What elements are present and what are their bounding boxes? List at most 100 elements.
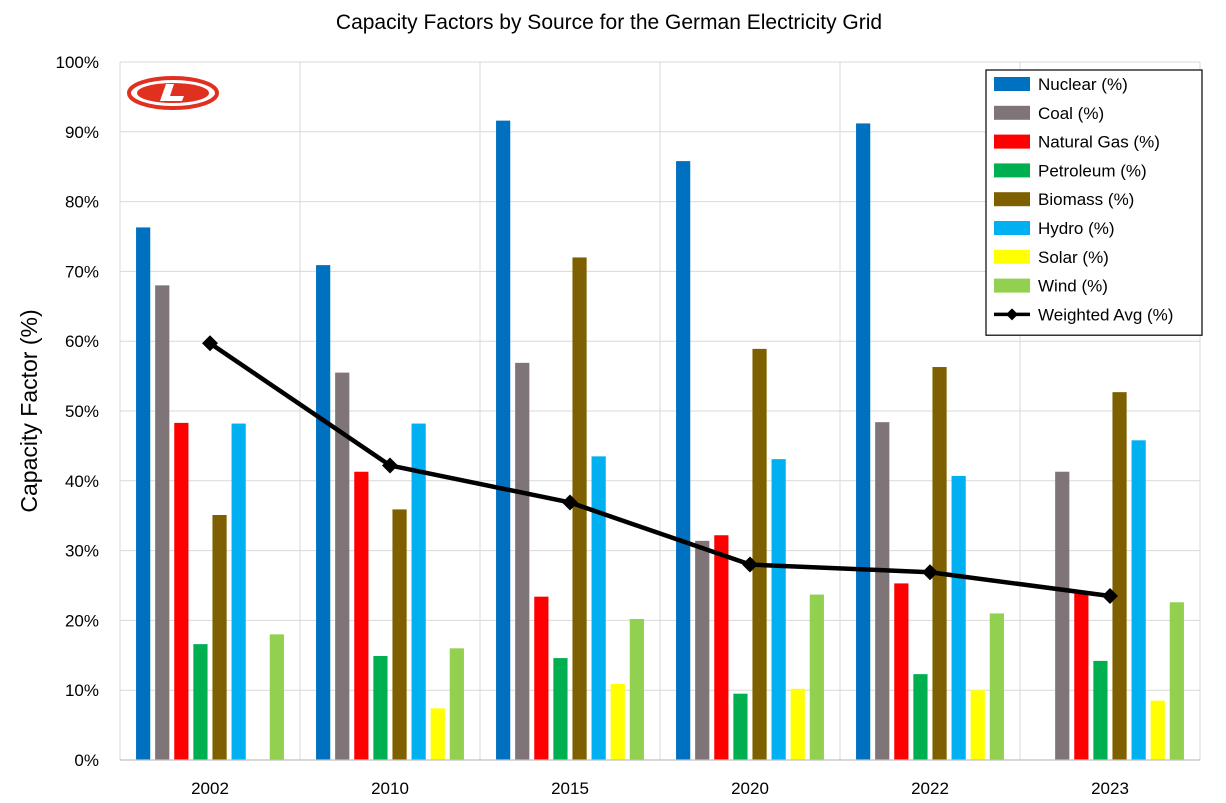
bar bbox=[136, 227, 151, 760]
bar bbox=[733, 693, 748, 760]
bar bbox=[875, 422, 890, 760]
line-layer bbox=[202, 335, 1118, 604]
bars-layer bbox=[136, 120, 1184, 761]
bar bbox=[989, 613, 1004, 760]
legend-label: Solar (%) bbox=[1038, 248, 1109, 267]
legend-swatch bbox=[994, 105, 1030, 120]
weighted-avg-point bbox=[742, 556, 758, 573]
bar bbox=[231, 423, 246, 760]
bar bbox=[269, 634, 284, 760]
legend-swatch bbox=[994, 192, 1030, 207]
weighted-avg-point bbox=[202, 335, 218, 352]
bar bbox=[1169, 602, 1184, 760]
x-tick-label: 2020 bbox=[731, 779, 769, 798]
bar bbox=[515, 362, 530, 760]
legend-label: Biomass (%) bbox=[1038, 190, 1134, 209]
bar bbox=[534, 596, 549, 760]
bar bbox=[591, 456, 606, 760]
weighted-avg-point bbox=[1102, 587, 1118, 604]
x-tick-label: 2015 bbox=[551, 779, 589, 798]
bar bbox=[553, 658, 568, 760]
bar bbox=[430, 708, 445, 760]
bar bbox=[373, 655, 388, 760]
bar bbox=[1150, 700, 1165, 760]
weighted-avg-point bbox=[562, 494, 578, 511]
legend: Nuclear (%) Coal (%) Natural Gas (%) Petrol… bbox=[985, 69, 1203, 336]
y-tick-label: 100% bbox=[56, 53, 99, 72]
logo-fill-icon bbox=[137, 83, 209, 103]
legend-swatch bbox=[994, 278, 1030, 293]
x-tick-label: 2022 bbox=[911, 779, 949, 798]
bar bbox=[572, 257, 587, 760]
bar bbox=[790, 688, 805, 760]
x-tick-label: 2010 bbox=[371, 779, 409, 798]
bar bbox=[809, 594, 824, 760]
logo bbox=[127, 76, 219, 110]
weighted-avg-line bbox=[208, 341, 1111, 599]
bar bbox=[676, 161, 691, 761]
bar bbox=[1131, 440, 1146, 760]
bar bbox=[932, 367, 947, 760]
logo-letter-icon bbox=[160, 84, 184, 101]
y-tick-label: 90% bbox=[65, 123, 99, 142]
y-tick-label: 60% bbox=[65, 332, 99, 351]
bar bbox=[411, 423, 426, 760]
bar bbox=[1074, 593, 1089, 760]
legend-label: Nuclear (%) bbox=[1038, 75, 1128, 94]
bar bbox=[354, 471, 369, 760]
bar bbox=[714, 535, 729, 760]
legend-swatch bbox=[994, 249, 1030, 264]
y-tick-label: 80% bbox=[65, 193, 99, 212]
bar bbox=[752, 348, 767, 760]
weighted-avg-point bbox=[382, 457, 398, 474]
bar bbox=[193, 644, 208, 760]
x-tick-label: 2002 bbox=[191, 779, 229, 798]
legend-marker bbox=[1006, 308, 1018, 321]
bar bbox=[951, 475, 966, 760]
bar bbox=[155, 285, 170, 760]
bar bbox=[392, 509, 407, 760]
legend-swatch bbox=[994, 134, 1030, 149]
legend-label: Wind (%) bbox=[1038, 277, 1108, 296]
bar bbox=[894, 583, 909, 760]
weighted-avg-point bbox=[922, 564, 938, 581]
chart-title: Capacity Factors by Source for the Germa… bbox=[336, 11, 882, 34]
bar bbox=[695, 540, 710, 760]
bar bbox=[449, 648, 464, 760]
bar bbox=[1093, 660, 1108, 760]
bar bbox=[174, 422, 189, 760]
y-tick-label: 70% bbox=[65, 262, 99, 281]
legend-swatch bbox=[994, 163, 1030, 178]
bar bbox=[970, 690, 985, 760]
x-tick-label: 2023 bbox=[1091, 779, 1129, 798]
bar bbox=[771, 459, 786, 760]
bar bbox=[913, 674, 928, 760]
bar bbox=[1112, 392, 1127, 760]
y-axis-title: Capacity Factor (%) bbox=[16, 309, 42, 512]
axis-layer: 0% 10% 20% 30% 40% 50% 60% 70% 80% 90% 100% 2002 201… bbox=[56, 53, 1200, 798]
bar bbox=[496, 120, 511, 760]
bar bbox=[212, 515, 227, 760]
legend-label: Coal (%) bbox=[1038, 104, 1104, 123]
bar bbox=[610, 683, 625, 760]
legend-swatch bbox=[994, 221, 1030, 235]
legend-label: Weighted Avg (%) bbox=[1038, 305, 1173, 324]
legend-label: Hydro (%) bbox=[1038, 219, 1115, 238]
legend-label: Petroleum (%) bbox=[1038, 161, 1147, 180]
y-tick-label: 0% bbox=[74, 751, 99, 770]
y-tick-label: 10% bbox=[65, 681, 99, 700]
bar bbox=[335, 372, 350, 760]
legend-swatch bbox=[994, 77, 1030, 91]
bar bbox=[856, 123, 871, 760]
bar bbox=[629, 619, 644, 760]
y-tick-label: 50% bbox=[65, 402, 99, 421]
y-tick-label: 20% bbox=[65, 611, 99, 630]
y-tick-label: 30% bbox=[65, 542, 99, 561]
grid-layer bbox=[119, 61, 1201, 761]
bar bbox=[1055, 471, 1070, 760]
y-tick-label: 40% bbox=[65, 472, 99, 491]
bar bbox=[316, 265, 331, 760]
legend-label: Natural Gas (%) bbox=[1038, 133, 1160, 152]
